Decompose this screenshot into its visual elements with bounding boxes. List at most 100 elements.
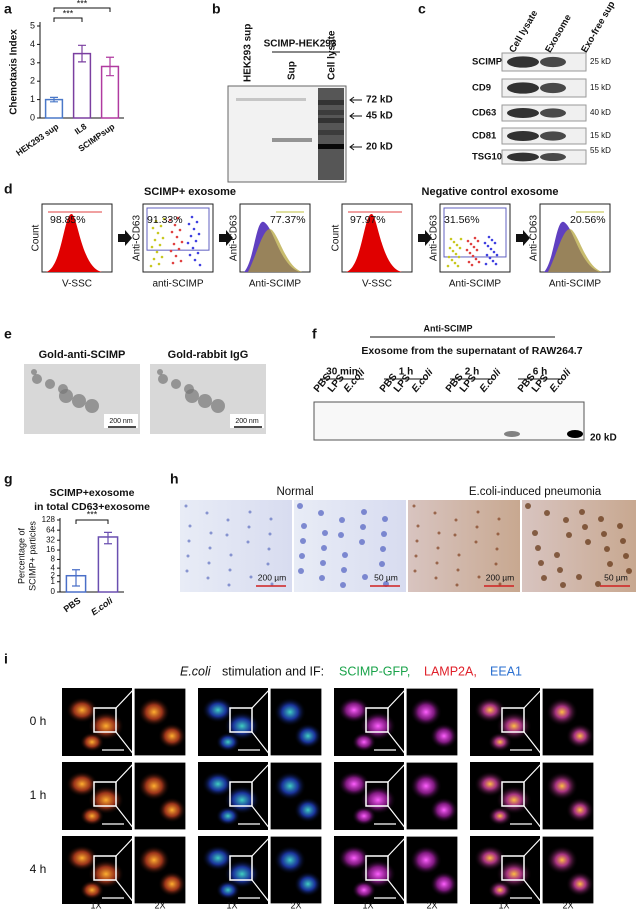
cell (474, 540, 478, 544)
axis-label: V-SSC (62, 279, 92, 290)
em-particle (45, 379, 55, 389)
histology-title: E.coli-induced pneumonia (469, 486, 602, 498)
cell (320, 560, 326, 566)
em-scale-box (104, 414, 138, 428)
cell-signal (496, 785, 532, 815)
zoom-line (387, 688, 407, 709)
em-scale-box (230, 414, 264, 428)
cell (207, 561, 211, 565)
cell (601, 531, 607, 537)
zoom-line (387, 805, 407, 830)
time-label: 30 min (326, 367, 358, 378)
zoom-frame (269, 761, 323, 831)
cell (338, 532, 344, 538)
zoom-box (501, 855, 525, 881)
cell (379, 561, 385, 567)
flow-dot (149, 264, 153, 268)
y-tick-label: 128 (42, 515, 56, 524)
panel-label: e (4, 326, 12, 342)
cell (412, 504, 416, 508)
flow-dot (488, 256, 492, 260)
scale-label: 200 µm (258, 572, 287, 582)
cell-signal (138, 845, 170, 875)
percent-label: 91.33% (147, 214, 183, 226)
zoom-line (387, 762, 407, 783)
flow-dot (169, 249, 173, 253)
flow-dot (490, 238, 494, 242)
zoom-frame (269, 835, 323, 905)
cell (494, 562, 498, 566)
y-tick-label: 1 (51, 577, 56, 586)
blot-band (507, 82, 539, 94)
cell-signal (488, 732, 512, 752)
cell (229, 553, 233, 557)
flow-title: Negative control exosome (422, 186, 559, 198)
flow-dot (467, 260, 471, 264)
cell (267, 547, 271, 551)
histogram (548, 229, 602, 272)
cell (381, 531, 387, 537)
cell (560, 582, 566, 588)
zoom-line (387, 731, 407, 756)
cell-signal (566, 871, 594, 897)
cell (413, 569, 417, 573)
cell (620, 538, 626, 544)
cell-signal (224, 785, 260, 815)
arrow (516, 230, 530, 246)
protein-label: CD63 (472, 108, 496, 119)
cell (617, 523, 623, 529)
y-tick-label: 4 (51, 563, 56, 572)
panel-label: h (170, 471, 179, 487)
flow-dot (483, 241, 487, 245)
lane-label: Exosome (543, 13, 574, 55)
zoom-box (93, 855, 117, 881)
significance-bracket (53, 17, 83, 22)
flow-dot (192, 227, 196, 231)
significance: *** (87, 509, 98, 519)
cell-signal (352, 880, 376, 900)
blot-band (318, 144, 344, 149)
flow-dot (472, 245, 476, 249)
flow-dot (151, 226, 155, 230)
percent-label: 98.85% (50, 214, 86, 226)
time-label: 2 h (465, 367, 479, 378)
x-tick-label: HEK293 sup (14, 121, 60, 158)
cell (576, 574, 582, 580)
flow-dot (491, 259, 495, 263)
blot-band (540, 108, 566, 118)
axis-label: Anti-CD63 (132, 215, 143, 262)
flow-dot (168, 218, 172, 222)
cell-signal (430, 797, 458, 823)
y-tick-label: 32 (46, 535, 55, 544)
cell-signal (138, 771, 170, 801)
flow-dot (180, 240, 184, 244)
zoom-frame (133, 835, 187, 905)
arrow (118, 230, 132, 246)
flow-dot (176, 216, 180, 220)
cell-signal (80, 880, 104, 900)
cell (563, 517, 569, 523)
blot-band (507, 131, 539, 141)
cell (435, 561, 439, 565)
cell-signal (88, 859, 124, 889)
em-particle (72, 394, 86, 408)
panel-label: g (4, 471, 13, 487)
flow-dot (196, 251, 200, 255)
flow-dot (495, 253, 499, 257)
cell (249, 575, 253, 579)
blot-smear (318, 88, 344, 180)
cell (598, 516, 604, 522)
cell (226, 518, 230, 522)
cell-signal (138, 697, 170, 727)
flow-dot (189, 234, 193, 238)
cell (585, 539, 591, 545)
scale-label: 200 nm (235, 418, 259, 425)
zoom-line (523, 836, 543, 857)
y-tick-label: 1 (30, 94, 35, 104)
y-tick-label: 0 (30, 112, 35, 122)
em-particle (59, 389, 73, 403)
flow-dot (449, 237, 453, 241)
cell-signal (158, 871, 186, 897)
blot-band (272, 138, 312, 142)
cell (319, 575, 325, 581)
